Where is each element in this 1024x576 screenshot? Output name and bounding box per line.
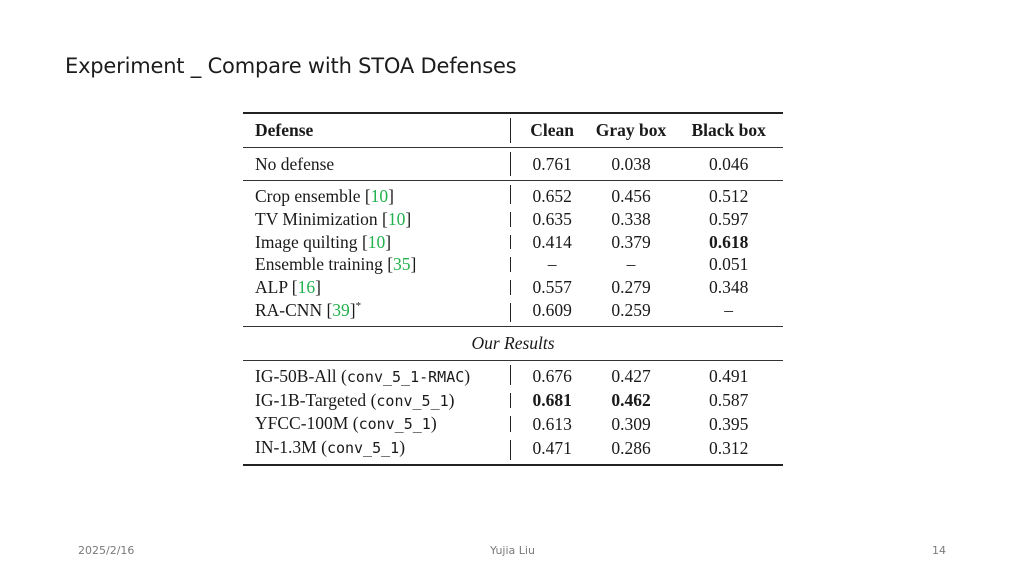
clean-value: 0.414 (532, 231, 572, 252)
table-row: Image quilting [10] 0.414 0.379 0.618 (243, 231, 783, 254)
header-gray-box: Gray box (587, 112, 675, 148)
header-clean: Clean (516, 112, 588, 148)
black-box-value: 0.618 (708, 231, 749, 252)
table-row: Crop ensemble [10] 0.652 0.456 0.512 (243, 181, 783, 208)
clean-value: 0.635 (532, 208, 572, 229)
citation-link[interactable]: 10 (370, 186, 389, 206)
black-box-value: 0.491 (708, 366, 749, 387)
black-box-value: 0.512 (708, 186, 749, 206)
black-box-value: 0.395 (708, 413, 749, 434)
layer-code: conv_5_1 (326, 439, 400, 458)
black-box-value: 0.348 (708, 277, 749, 298)
defense-name: Image quilting [10] (255, 231, 392, 252)
layer-code: conv_5_1-RMAC (346, 367, 465, 386)
black-box-value: – (674, 298, 783, 327)
gray-box-value: 0.379 (611, 231, 651, 252)
clean-value: 0.471 (516, 436, 588, 466)
clean-value: 0.613 (532, 413, 572, 434)
table-row: IG-50B-All (conv_5_1-RMAC) 0.676 0.427 0… (243, 360, 783, 388)
black-box-value: 0.312 (674, 436, 783, 466)
table-row-no-defense: No defense 0.761 0.038 0.046 (243, 147, 783, 181)
black-box-value: 0.046 (674, 147, 783, 181)
citation-link[interactable]: 39 (332, 299, 350, 320)
clean-value: 0.557 (532, 277, 572, 298)
table-row: YFCC-100M (conv_5_1) 0.613 0.309 0.395 (243, 412, 783, 436)
gray-box-value: 0.038 (587, 147, 675, 181)
results-table: Defense Clean Gray box Black box No defe… (243, 112, 783, 466)
defense-name: No defense (243, 147, 504, 181)
defense-name: TV Minimization [10] (255, 208, 412, 229)
gray-box-value: 0.279 (611, 277, 651, 298)
gray-box-value: 0.338 (611, 208, 651, 229)
black-box-value: 0.051 (708, 254, 749, 275)
clean-value: 0.761 (516, 147, 588, 181)
table-row: IG-1B-Targeted (conv_5_1) 0.681 0.462 0.… (243, 389, 783, 413)
citation-link[interactable]: 10 (387, 208, 406, 229)
clean-value: 0.681 (532, 390, 572, 411)
citation-link[interactable]: 10 (367, 231, 386, 252)
gray-box-value: 0.286 (587, 436, 675, 466)
black-box-value: 0.587 (708, 390, 749, 411)
model-name: IN-1.3M (conv_5_1) (243, 436, 504, 466)
table-header-row: Defense Clean Gray box Black box (243, 112, 783, 148)
table-row: Ensemble training [35] – – 0.051 (243, 253, 783, 276)
gray-box-value: 0.462 (611, 390, 651, 411)
layer-code: conv_5_1 (358, 415, 431, 434)
gray-box-value: 0.309 (611, 413, 651, 434)
table-row: ALP [16] 0.557 0.279 0.348 (243, 276, 783, 299)
table-row: IN-1.3M (conv_5_1) 0.471 0.286 0.312 (243, 436, 783, 466)
header-black-box: Black box (674, 112, 783, 148)
clean-value: 0.676 (532, 366, 572, 387)
defense-name: RA-CNN [39]* (243, 298, 504, 327)
black-box-value: 0.597 (708, 208, 749, 229)
page-number: 14 (932, 544, 946, 557)
defense-name: Ensemble training [35] (255, 254, 417, 275)
citation-link[interactable]: 35 (393, 254, 411, 275)
model-name: IG-1B-Targeted (conv_5_1) (255, 389, 455, 410)
clean-value: 0.652 (532, 186, 572, 206)
gray-box-value: – (626, 254, 636, 275)
model-name: YFCC-100M (conv_5_1) (255, 413, 437, 434)
footnote-marker: * (355, 300, 362, 313)
section-header-row: Our Results (243, 326, 783, 361)
gray-box-value: 0.427 (611, 366, 651, 387)
defense-name: ALP [16] (255, 277, 321, 298)
gray-box-value: 0.259 (587, 298, 675, 327)
clean-value: – (547, 254, 557, 275)
citation-link[interactable]: 16 (297, 277, 316, 298)
model-name: IG-50B-All (conv_5_1-RMAC) (255, 365, 471, 386)
gray-box-value: 0.456 (611, 186, 651, 206)
table-row: TV Minimization [10] 0.635 0.338 0.597 (243, 208, 783, 231)
footer-date: 2025/2/16 (78, 544, 135, 557)
table-row: RA-CNN [39]* 0.609 0.259 – (243, 298, 783, 327)
slide-title: Experiment _ Compare with STOA Defenses (65, 54, 517, 78)
section-label: Our Results (243, 326, 783, 361)
footer-author: Yujia Liu (490, 544, 535, 557)
header-defense: Defense (243, 112, 504, 148)
defense-name: Crop ensemble [10] (255, 186, 394, 206)
layer-code: conv_5_1 (376, 391, 449, 410)
clean-value: 0.609 (516, 298, 588, 327)
